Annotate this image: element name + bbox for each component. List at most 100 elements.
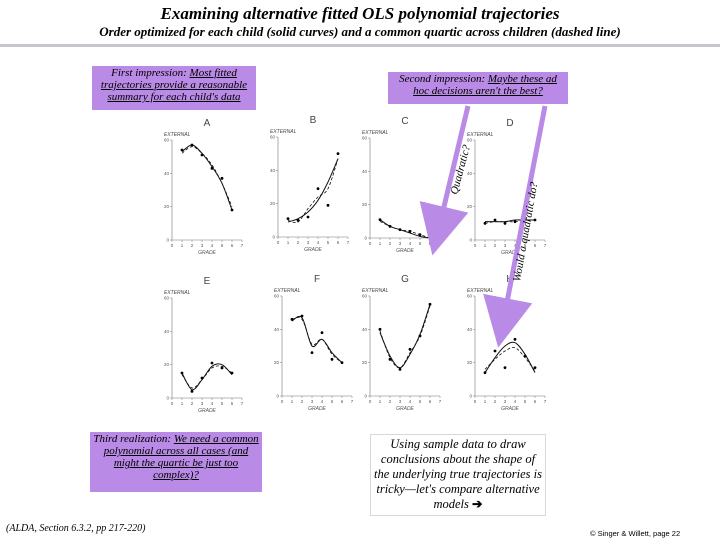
x-tick-label: 0 bbox=[369, 241, 372, 246]
x-tick-label: 1 bbox=[484, 243, 487, 248]
y-axis-label: EXTERNAL bbox=[362, 288, 389, 294]
y-tick-label: 0 bbox=[364, 236, 367, 241]
x-tick-label: 4 bbox=[321, 399, 324, 404]
page-title: Examining alternative fitted OLS polynom… bbox=[160, 4, 560, 23]
title-rule bbox=[0, 44, 720, 47]
conclusion-text: Using sample data to draw conclusions ab… bbox=[373, 437, 543, 511]
x-tick-label: 4 bbox=[409, 241, 412, 246]
panel-letter: C bbox=[401, 116, 408, 127]
data-point bbox=[418, 334, 422, 338]
y-tick-label: 60 bbox=[362, 136, 368, 141]
x-axis-label: GRADE bbox=[304, 247, 322, 253]
data-point bbox=[533, 366, 537, 370]
x-tick-label: 1 bbox=[379, 241, 382, 246]
x-tick-label: 2 bbox=[301, 399, 304, 404]
panel-c: C EXTERNAL 0 20 40 60 0 1 2 3 4 5 6 7 GRADE bbox=[362, 116, 442, 254]
x-tick-label: 3 bbox=[399, 399, 402, 404]
panel-f: F EXTERNAL 0 20 40 60 0 1 2 3 4 5 6 7 GRADE bbox=[274, 274, 354, 412]
data-point bbox=[230, 208, 234, 212]
data-point bbox=[336, 152, 340, 156]
data-point bbox=[220, 176, 224, 180]
copyright-text: © Singer & Willett, page 22 bbox=[590, 529, 681, 538]
second-impression-prefix: Second impression: bbox=[399, 73, 488, 85]
x-tick-label: 7 bbox=[544, 399, 547, 404]
data-point bbox=[523, 354, 527, 358]
y-tick-label: 40 bbox=[164, 329, 170, 334]
data-point bbox=[306, 215, 310, 219]
data-point bbox=[210, 166, 214, 170]
x-tick-label: 6 bbox=[429, 241, 432, 246]
dashed-fit-curve bbox=[379, 305, 431, 369]
x-tick-label: 4 bbox=[514, 243, 517, 248]
x-tick-label: 7 bbox=[347, 240, 350, 245]
y-tick-label: 60 bbox=[467, 138, 473, 143]
x-tick-label: 3 bbox=[201, 243, 204, 248]
callout-arrow-to-c bbox=[419, 105, 471, 256]
conclusion-note: Using sample data to draw conclusions ab… bbox=[370, 434, 546, 516]
second-impression-text: Maybe these ad hoc decisions aren't the … bbox=[413, 73, 557, 97]
x-tick-label: 2 bbox=[494, 243, 497, 248]
y-axis-label: EXTERNAL bbox=[274, 288, 301, 294]
panel-letter: G bbox=[401, 274, 409, 285]
x-tick-label: 5 bbox=[524, 399, 527, 404]
x-axis-label: GRADE bbox=[396, 248, 414, 254]
y-tick-label: 0 bbox=[166, 396, 169, 401]
x-tick-label: 7 bbox=[544, 243, 547, 248]
x-tick-label: 3 bbox=[311, 399, 314, 404]
x-tick-label: 4 bbox=[409, 399, 412, 404]
data-point bbox=[316, 187, 320, 191]
x-tick-label: 2 bbox=[191, 401, 194, 406]
y-tick-label: 60 bbox=[164, 138, 170, 143]
x-tick-label: 5 bbox=[221, 243, 224, 248]
y-tick-label: 40 bbox=[362, 327, 368, 332]
second-impression-callout: Second impression: Maybe these ad hoc de… bbox=[388, 72, 568, 104]
y-axis-label: EXTERNAL bbox=[467, 132, 494, 138]
y-axis-label: EXTERNAL bbox=[362, 130, 389, 136]
first-impression-callout: First impression: Most fitted trajectori… bbox=[92, 66, 256, 110]
dashed-fit-curve bbox=[379, 220, 431, 239]
data-point bbox=[418, 233, 422, 237]
y-tick-label: 40 bbox=[362, 169, 368, 174]
x-tick-label: 5 bbox=[331, 399, 334, 404]
panel-e: E EXTERNAL 0 20 40 60 0 1 2 3 4 5 6 7 GRADE bbox=[164, 276, 244, 414]
y-tick-label: 0 bbox=[272, 235, 275, 240]
y-axis-label: EXTERNAL bbox=[164, 290, 191, 296]
y-tick-label: 0 bbox=[469, 394, 472, 399]
right-arrow-icon: ➔ bbox=[472, 497, 483, 511]
x-tick-label: 6 bbox=[341, 399, 344, 404]
x-tick-label: 7 bbox=[241, 401, 244, 406]
x-tick-label: 1 bbox=[291, 399, 294, 404]
data-point bbox=[533, 218, 537, 222]
data-point bbox=[408, 347, 412, 351]
x-tick-label: 6 bbox=[534, 399, 537, 404]
data-point bbox=[388, 224, 392, 228]
y-tick-label: 60 bbox=[467, 294, 473, 299]
data-point bbox=[310, 351, 314, 355]
data-point bbox=[513, 337, 517, 341]
x-tick-label: 7 bbox=[351, 399, 354, 404]
x-tick-label: 3 bbox=[201, 401, 204, 406]
x-tick-label: 2 bbox=[389, 399, 392, 404]
data-point bbox=[503, 221, 507, 225]
x-tick-label: 3 bbox=[399, 241, 402, 246]
callout-arrow-to-h bbox=[483, 105, 548, 348]
x-tick-label: 6 bbox=[337, 240, 340, 245]
data-point bbox=[286, 217, 290, 221]
data-point bbox=[296, 218, 300, 222]
x-tick-label: 6 bbox=[534, 243, 537, 248]
x-tick-label: 6 bbox=[429, 399, 432, 404]
data-point bbox=[483, 371, 487, 375]
data-point bbox=[230, 371, 234, 375]
first-impression-text: Most fitted trajectories provide a reaso… bbox=[100, 67, 248, 103]
x-tick-label: 4 bbox=[211, 243, 214, 248]
data-point bbox=[483, 221, 487, 225]
data-point bbox=[493, 349, 497, 353]
data-point bbox=[493, 218, 497, 222]
data-point bbox=[378, 327, 382, 331]
y-tick-label: 20 bbox=[362, 202, 368, 207]
x-tick-label: 0 bbox=[277, 240, 280, 245]
y-tick-label: 60 bbox=[274, 294, 280, 299]
y-axis-label: EXTERNAL bbox=[467, 288, 494, 294]
x-tick-label: 5 bbox=[327, 240, 330, 245]
y-tick-label: 60 bbox=[270, 135, 276, 140]
